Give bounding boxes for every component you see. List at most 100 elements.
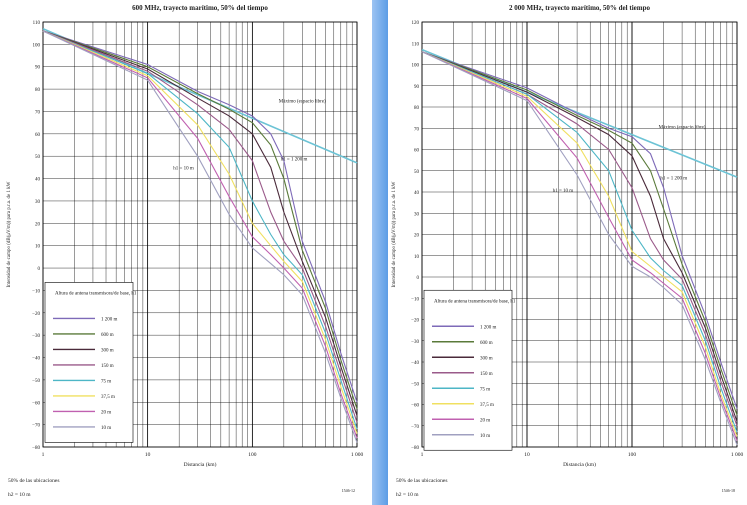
legend-entry: 600 m: [101, 333, 114, 338]
annotation: Máximo (espacio libre): [659, 125, 706, 130]
y-tick-label: 70: [414, 127, 420, 132]
footnote-receiver-height: h2 = 10 m: [8, 492, 31, 498]
legend-entry: 300 m: [101, 348, 114, 353]
series-line-75-m: [421, 51, 738, 433]
y-tick-label: −30: [32, 334, 40, 339]
legend-title: Altura de antena transmisora/de base, h1: [55, 291, 137, 296]
footnote-locations: 50% de las ubicaciones: [8, 478, 59, 484]
y-tick-label: −70: [411, 425, 419, 430]
x-tick-label: 1 000: [351, 452, 364, 458]
chart-600mhz: 600 MHz, trayecto marítimo, 50% del tiem…: [7, 4, 364, 498]
chart-2000mhz: 2 000 MHz, trayecto marítimo, 50% del ti…: [392, 4, 744, 498]
legend-entry: 10 m: [480, 434, 490, 439]
x-tick-label: 100: [628, 452, 637, 458]
series-line-20-m: [42, 30, 358, 439]
y-tick-label: 30: [35, 200, 41, 205]
y-tick-label: −40: [411, 361, 419, 366]
annotation: h1 = 10 m: [553, 189, 574, 194]
y-tick-label: −50: [411, 382, 419, 387]
y-axis-label: Intensidad de campo (dB(μV/m)) para p.r.…: [392, 181, 397, 287]
footnote-locations: 50% de las ubicaciones: [396, 478, 447, 484]
series-line-150-m: [421, 51, 738, 426]
chart-title: 2 000 MHz, trayecto marítimo, 50% del ti…: [509, 4, 650, 12]
y-tick-label: 30: [414, 212, 420, 217]
x-axis-label: Distancia (km): [184, 461, 217, 468]
y-tick-label: 40: [35, 178, 41, 183]
y-tick-label: 90: [414, 85, 420, 90]
legend-entry: 300 m: [480, 356, 493, 361]
y-tick-label: 0: [417, 276, 420, 281]
y-tick-label: 80: [414, 106, 420, 111]
series-line-10-m: [421, 51, 738, 446]
y-tick-label: 90: [35, 66, 41, 71]
y-tick-label: 20: [414, 234, 420, 239]
y-tick-label: −50: [32, 379, 40, 384]
y-tick-label: −70: [32, 424, 40, 429]
legend-box: [44, 282, 134, 443]
legend-entry: 150 m: [101, 364, 114, 369]
x-tick-label: 1: [421, 452, 424, 458]
x-tick-label: 1 000: [731, 452, 744, 458]
legend-entry: 20 m: [101, 410, 111, 415]
x-axis-label: Distancia (km): [563, 461, 596, 468]
y-tick-label: −80: [411, 446, 419, 451]
y-tick-label: −10: [411, 297, 419, 302]
legend-entry: 37,5 m: [101, 395, 115, 400]
y-tick-label: −20: [32, 312, 40, 317]
series-line-300-m: [42, 30, 358, 416]
y-tick-label: −30: [411, 340, 419, 345]
window-gap: [372, 0, 388, 505]
y-tick-label: 120: [412, 21, 420, 26]
y-tick-label: 60: [414, 149, 420, 154]
annotation: h1 = 10 m: [173, 167, 194, 172]
legend-entry: 10 m: [101, 426, 111, 431]
legend-entry: 600 m: [480, 341, 493, 346]
y-tick-label: 100: [33, 43, 41, 48]
series-line-300-m: [421, 51, 738, 422]
legend-entry: 37,5 m: [480, 403, 494, 408]
y-tick-label: 70: [35, 110, 41, 115]
y-tick-label: 0: [38, 267, 41, 272]
series-line-600-m: [421, 51, 738, 416]
y-tick-label: −80: [32, 446, 40, 451]
legend-entry: 20 m: [480, 418, 490, 423]
legend-entry: 1 200 m: [480, 325, 497, 330]
series-line-37-5-m: [42, 30, 358, 434]
x-tick-label: 1: [42, 452, 45, 458]
y-tick-label: 10: [414, 255, 420, 260]
legend-entry: 150 m: [480, 372, 493, 377]
chart-panel-600mhz: 600 MHz, trayecto marítimo, 50% del tiem…: [0, 0, 372, 505]
series-line-10-m: [42, 30, 358, 443]
x-tick-label: 100: [248, 452, 257, 458]
annotation: Máximo (espacio libre): [279, 100, 326, 105]
y-tick-label: −20: [411, 319, 419, 324]
grid-horizontal: [43, 21, 357, 448]
y-tick-label: 50: [35, 155, 41, 160]
y-axis-label: Intensidad de campo (dB(μV/m)) para p.r.…: [7, 181, 12, 287]
series-line-20-m: [421, 51, 738, 441]
y-tick-label: 110: [412, 42, 420, 47]
y-tick-label: 100: [412, 64, 420, 69]
y-tick-label: 110: [33, 21, 41, 26]
figure-id: 1546-12: [342, 488, 355, 493]
series-line-1-200-m: [421, 51, 738, 409]
y-tick-label: −10: [32, 289, 40, 294]
y-tick-label: −60: [411, 404, 419, 409]
series-line-600-m: [42, 30, 358, 410]
y-tick-label: 60: [35, 133, 41, 138]
legend-box: [423, 289, 513, 451]
y-tick-label: 20: [35, 222, 41, 227]
x-tick-label: 10: [145, 452, 151, 458]
legend-entry: 75 m: [101, 379, 111, 384]
series-line-150-m: [42, 30, 358, 423]
series-line-75-m: [42, 30, 358, 430]
figure-id: 1546-18: [722, 488, 735, 493]
x-tick-label: 10: [524, 452, 530, 458]
legend-entry: 1 200 m: [101, 317, 118, 322]
annotation: h1 = 1 200 m: [281, 158, 308, 163]
chart-panel-2000mhz: 2 000 MHz, trayecto marítimo, 50% del ti…: [388, 0, 747, 505]
y-tick-label: −60: [32, 401, 40, 406]
series-line-37-5-m: [421, 51, 738, 437]
legend-entry: 75 m: [480, 387, 490, 392]
series-line-1-200-m: [42, 30, 358, 403]
